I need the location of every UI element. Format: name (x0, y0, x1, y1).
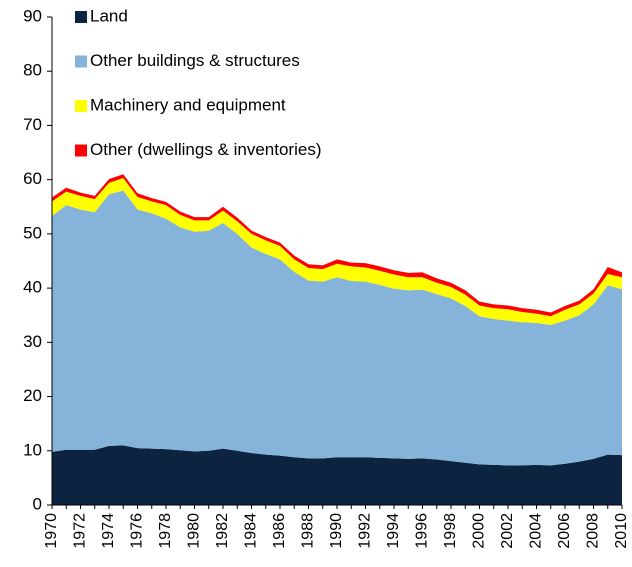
x-tick-label: 2010 (613, 513, 630, 549)
x-tick-label: 1980 (186, 513, 203, 549)
x-tick-label: 2000 (471, 513, 488, 549)
legend-label: Other buildings & structures (90, 51, 300, 70)
x-tick-label: 1994 (385, 513, 402, 549)
x-tick-label: 2008 (585, 513, 602, 549)
x-tick-label: 1974 (100, 513, 117, 549)
x-tick-label: 2002 (499, 513, 516, 549)
x-tick-label: 1978 (157, 513, 174, 549)
x-tick-label: 1996 (414, 513, 431, 549)
y-tick-label: 0 (33, 494, 42, 513)
legend-label: Other (dwellings & inventories) (90, 140, 321, 159)
area (52, 190, 622, 466)
y-tick-label: 40 (23, 278, 42, 297)
y-tick-label: 50 (23, 223, 42, 242)
x-tick-label: 1988 (300, 513, 317, 549)
legend-swatch (75, 55, 87, 68)
x-tick-label: 1970 (43, 513, 60, 549)
y-tick-label: 20 (23, 386, 42, 405)
x-tick-label: 1986 (271, 513, 288, 549)
y-tick-label: 30 (23, 332, 42, 351)
area (52, 445, 622, 505)
y-tick-label: 60 (23, 169, 42, 188)
y-tick-label: 80 (23, 61, 42, 80)
y-tick-label: 90 (23, 6, 42, 25)
legend-label: Land (90, 6, 128, 25)
x-tick-label: 1992 (357, 513, 374, 549)
x-tick-label: 1972 (72, 513, 89, 549)
y-tick-label: 10 (23, 440, 42, 459)
legend-swatch (75, 11, 87, 23)
x-tick-label: 2006 (556, 513, 573, 549)
x-tick-label: 1998 (442, 513, 459, 549)
x-tick-label: 1982 (214, 513, 231, 549)
area (52, 178, 622, 325)
x-tick-label: 1984 (243, 513, 260, 549)
x-tick-label: 1990 (328, 513, 345, 549)
legend-swatch (75, 100, 87, 112)
x-tick-label: 1976 (129, 513, 146, 549)
legend-label: Machinery and equipment (90, 95, 286, 114)
x-tick-label: 2004 (528, 513, 545, 549)
y-tick-label: 70 (23, 115, 42, 134)
legend-swatch (75, 144, 87, 157)
